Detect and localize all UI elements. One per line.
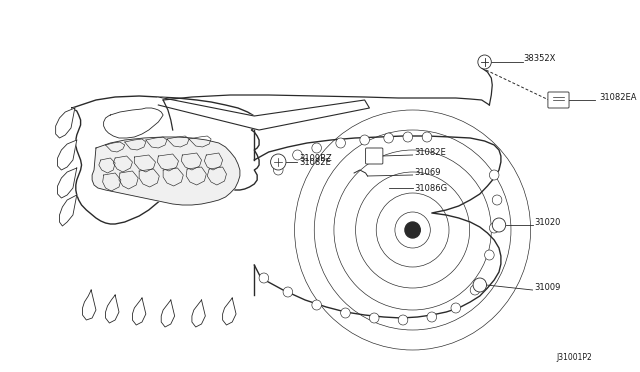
- Circle shape: [490, 170, 499, 180]
- Circle shape: [427, 312, 436, 322]
- Circle shape: [473, 278, 486, 292]
- Circle shape: [271, 154, 286, 170]
- Polygon shape: [132, 298, 146, 325]
- Circle shape: [369, 313, 379, 323]
- Circle shape: [403, 132, 413, 142]
- Polygon shape: [254, 136, 501, 318]
- Circle shape: [478, 55, 492, 69]
- Polygon shape: [161, 300, 175, 327]
- Circle shape: [492, 195, 502, 205]
- Polygon shape: [106, 295, 119, 323]
- Text: 38352X: 38352X: [523, 54, 556, 62]
- FancyBboxPatch shape: [365, 148, 383, 164]
- Text: 31082E: 31082E: [415, 148, 446, 157]
- Circle shape: [283, 287, 292, 297]
- Text: 31082EA: 31082EA: [600, 93, 637, 102]
- Circle shape: [312, 300, 321, 310]
- Circle shape: [384, 133, 394, 143]
- Text: 31069: 31069: [415, 167, 441, 176]
- Circle shape: [360, 135, 369, 145]
- Circle shape: [336, 138, 346, 148]
- Circle shape: [490, 223, 499, 233]
- Polygon shape: [58, 140, 77, 170]
- Text: J31001P2: J31001P2: [556, 353, 592, 362]
- Circle shape: [340, 308, 350, 318]
- Polygon shape: [72, 96, 259, 224]
- Polygon shape: [223, 298, 236, 325]
- Polygon shape: [83, 290, 96, 320]
- Circle shape: [470, 285, 480, 295]
- Circle shape: [492, 218, 506, 232]
- Circle shape: [405, 222, 420, 238]
- Polygon shape: [158, 97, 369, 130]
- Polygon shape: [92, 137, 240, 205]
- Text: 31020: 31020: [534, 218, 561, 227]
- Circle shape: [398, 315, 408, 325]
- Circle shape: [273, 165, 283, 175]
- Polygon shape: [58, 168, 77, 198]
- Text: 3109BZ: 3109BZ: [300, 154, 332, 163]
- Circle shape: [312, 143, 321, 153]
- Circle shape: [484, 250, 494, 260]
- Text: 31009: 31009: [534, 283, 561, 292]
- Polygon shape: [56, 108, 75, 138]
- Circle shape: [451, 303, 461, 313]
- Polygon shape: [192, 300, 205, 327]
- Text: 31086G: 31086G: [415, 183, 447, 192]
- Polygon shape: [60, 195, 77, 226]
- Circle shape: [292, 150, 302, 160]
- Text: 31082E: 31082E: [300, 157, 331, 167]
- Circle shape: [422, 132, 432, 142]
- FancyBboxPatch shape: [548, 92, 569, 108]
- Circle shape: [259, 273, 269, 283]
